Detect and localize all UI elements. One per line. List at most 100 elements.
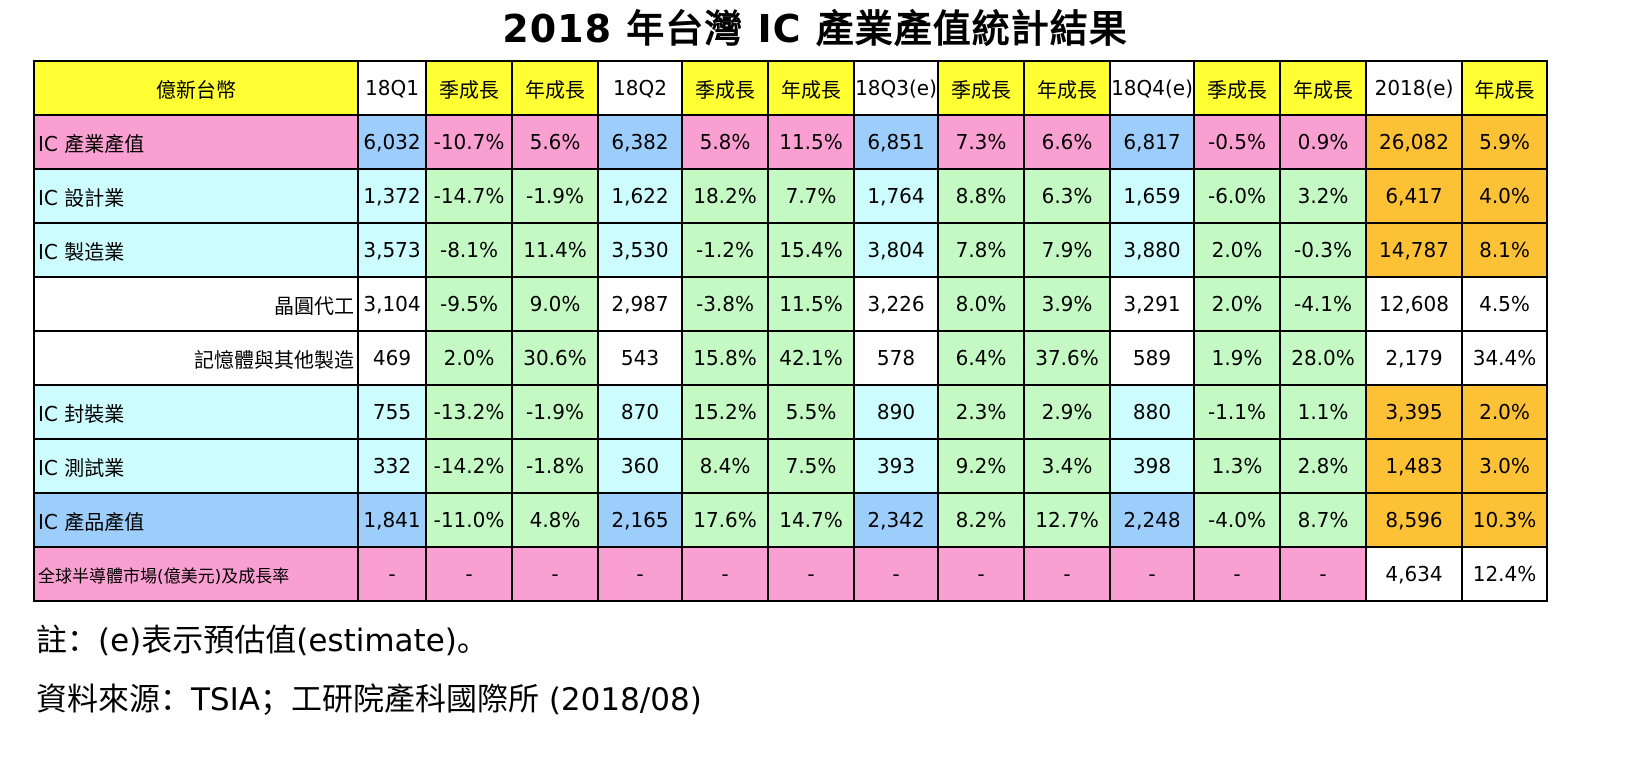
column-header: 18Q3(e) <box>853 60 939 116</box>
table-cell: -4.0% <box>1193 492 1281 548</box>
table-cell: 7.5% <box>767 438 855 494</box>
table-cell: 3,104 <box>357 276 427 332</box>
row-label: 記憶體與其他製造 <box>33 330 359 386</box>
table-cell: 3,573 <box>357 222 427 278</box>
table-row: 記憶體與其他製造 469 2.0% 30.6% 543 15.8% 42.1% 578 6.4%… <box>33 330 1548 386</box>
source-note: 資料來源：TSIA；工研院產科國際所 (2018/08) <box>36 682 702 718</box>
table-cell: -3.8% <box>681 276 769 332</box>
table-cell: -4.1% <box>1279 276 1367 332</box>
table-cell: 8.0% <box>937 276 1025 332</box>
column-header: 18Q2 <box>597 60 683 116</box>
table-cell: 880 <box>1109 384 1195 440</box>
table-cell: 15.2% <box>681 384 769 440</box>
table-cell: 1,372 <box>357 168 427 224</box>
table-cell: 8,596 <box>1365 492 1463 548</box>
column-header: 季成長 <box>425 60 513 116</box>
table-cell: 3,291 <box>1109 276 1195 332</box>
table-cell: - <box>853 546 939 602</box>
table-cell: 8.4% <box>681 438 769 494</box>
table-cell: 6,382 <box>597 114 683 170</box>
table-cell: 543 <box>597 330 683 386</box>
row-label: IC 設計業 <box>33 168 359 224</box>
table-cell: -14.7% <box>425 168 513 224</box>
table-cell: 2.0% <box>425 330 513 386</box>
row-label: IC 測試業 <box>33 438 359 494</box>
table-cell: 469 <box>357 330 427 386</box>
table-cell: - <box>597 546 683 602</box>
table-row: IC 產品產值 1,841 -11.0% 4.8% 2,165 17.6% 14.7% 2,3… <box>33 492 1548 548</box>
table-cell: 1,659 <box>1109 168 1195 224</box>
table-cell: 1,483 <box>1365 438 1463 494</box>
table-cell: 6.6% <box>1023 114 1111 170</box>
table-row: IC 設計業 1,372 -14.7% -1.9% 1,622 18.2% 7.7% 1,76… <box>33 168 1548 224</box>
row-label: IC 產業產值 <box>33 114 359 170</box>
table-cell: 578 <box>853 330 939 386</box>
table-cell: 1.9% <box>1193 330 1281 386</box>
table-row: 晶圓代工 3,104 -9.5% 9.0% 2,987 -3.8% 11.5% 3,226 8.… <box>33 276 1548 332</box>
table-cell: 34.4% <box>1461 330 1548 386</box>
table-cell: 2.3% <box>937 384 1025 440</box>
table-cell: 4.8% <box>511 492 599 548</box>
table-cell: 870 <box>597 384 683 440</box>
column-header: 18Q4(e) <box>1109 60 1195 116</box>
chart-title: 2018 年台灣 IC 產業產值統計結果 <box>502 7 1128 51</box>
table-cell: 6,417 <box>1365 168 1463 224</box>
footnote-estimate: 註：(e)表示預估值(estimate)。 <box>36 623 488 659</box>
table-cell: 37.6% <box>1023 330 1111 386</box>
table-cell: 12.4% <box>1461 546 1548 602</box>
table-cell: 2.0% <box>1193 222 1281 278</box>
table-row: 全球半導體市場(億美元)及成長率 - - - - - - - - - - - -4,634 12.4% <box>33 546 1548 602</box>
table-cell: 890 <box>853 384 939 440</box>
table-cell: 3.4% <box>1023 438 1111 494</box>
table-cell: 360 <box>597 438 683 494</box>
table-cell: 6.3% <box>1023 168 1111 224</box>
table-cell: 4,634 <box>1365 546 1463 602</box>
table-cell: 28.0% <box>1279 330 1367 386</box>
table-cell: -0.5% <box>1193 114 1281 170</box>
statistics-table: 億新台幣 18Q1 季成長 年成長 18Q2 季成長 年成長 18Q3(e) 季成長 年成長 18Q… <box>33 60 1548 602</box>
table-cell: 42.1% <box>767 330 855 386</box>
column-header: 年成長 <box>511 60 599 116</box>
table-cell: 2.0% <box>1461 384 1548 440</box>
table-cell: 9.0% <box>511 276 599 332</box>
table-cell: 11.5% <box>767 114 855 170</box>
table-cell: 8.7% <box>1279 492 1367 548</box>
column-header: 18Q1 <box>357 60 427 116</box>
table-cell: - <box>1023 546 1111 602</box>
row-label: IC 製造業 <box>33 222 359 278</box>
table-row: IC 製造業 3,573 -8.1% 11.4% 3,530 -1.2% 15.4% 3,80… <box>33 222 1548 278</box>
table-cell: 14.7% <box>767 492 855 548</box>
table-cell: 6,851 <box>853 114 939 170</box>
table-cell: 2,179 <box>1365 330 1463 386</box>
table-cell: 18.2% <box>681 168 769 224</box>
row-label: 全球半導體市場(億美元)及成長率 <box>33 546 359 602</box>
table-row: IC 測試業 332 -14.2% -1.8% 360 8.4% 7.5% 393 9.2% 3.… <box>33 438 1548 494</box>
table-cell: 332 <box>357 438 427 494</box>
table-cell: 11.5% <box>767 276 855 332</box>
table-cell: 2.9% <box>1023 384 1111 440</box>
table-cell: 2,248 <box>1109 492 1195 548</box>
table-cell: - <box>357 546 427 602</box>
row-label: IC 封裝業 <box>33 384 359 440</box>
table-cell: 2,165 <box>597 492 683 548</box>
table-cell: 11.4% <box>511 222 599 278</box>
table-cell: 3.2% <box>1279 168 1367 224</box>
table-cell: 589 <box>1109 330 1195 386</box>
table-cell: -1.8% <box>511 438 599 494</box>
table-cell: -13.2% <box>425 384 513 440</box>
table-cell: 3.9% <box>1023 276 1111 332</box>
table-cell: 1,622 <box>597 168 683 224</box>
table-cell: 30.6% <box>511 330 599 386</box>
table-cell: - <box>767 546 855 602</box>
table-cell: 1.3% <box>1193 438 1281 494</box>
table-cell: 2,987 <box>597 276 683 332</box>
table-cell: 5.8% <box>681 114 769 170</box>
column-header: 季成長 <box>1193 60 1281 116</box>
table-cell: 1,764 <box>853 168 939 224</box>
table-cell: -14.2% <box>425 438 513 494</box>
table-cell: 3,395 <box>1365 384 1463 440</box>
unit-header: 億新台幣 <box>33 60 359 116</box>
table-cell: 7.8% <box>937 222 1025 278</box>
table-cell: 398 <box>1109 438 1195 494</box>
column-header: 季成長 <box>937 60 1025 116</box>
